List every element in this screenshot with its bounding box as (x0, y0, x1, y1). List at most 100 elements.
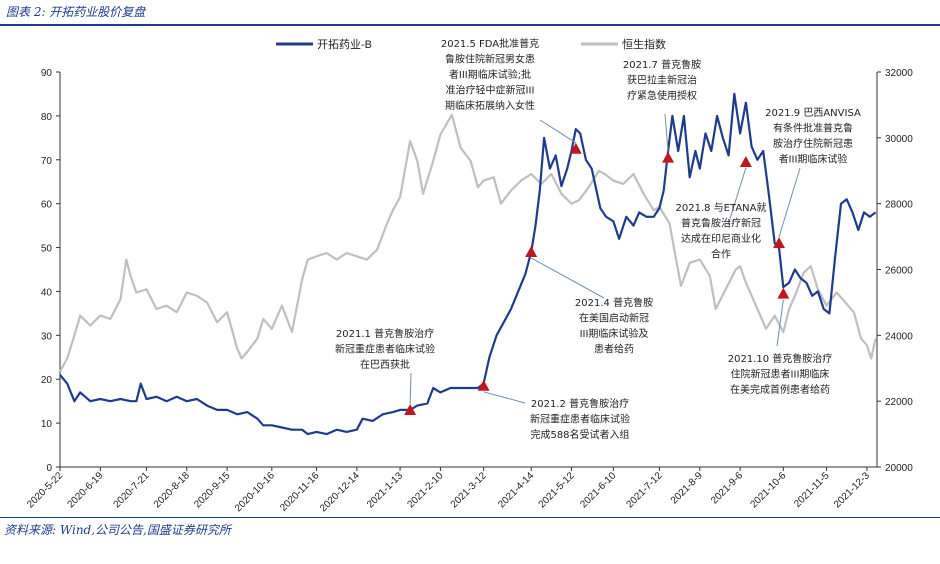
x-tick-label: 2021-3-12 (449, 470, 489, 510)
right-tick-label: 20000 (885, 463, 913, 474)
series-hsi (59, 113, 877, 373)
annotation-line: 者III期临床试验;批 (449, 68, 531, 81)
annotation-line: 2021.10 普克鲁胺治疗 (728, 352, 833, 365)
event-marker (477, 379, 490, 391)
annotation-line: 患者给药 (594, 343, 634, 356)
annotation-line: 2021.7 普克鲁胺 (623, 58, 701, 71)
annotation-line: 2021.1 普克鲁胺治疗 (336, 327, 434, 340)
event-marker (739, 155, 752, 167)
annotation-line: III期临床试验及 (580, 327, 649, 340)
annotation-line: 准治疗轻中症新冠III (446, 84, 535, 97)
x-tick-label: 2020-9-15 (192, 470, 232, 510)
x-tick-label: 2021-7-12 (625, 470, 665, 510)
annotation-line: 合作 (711, 248, 731, 261)
event-marker (404, 403, 417, 415)
annotation-line: 期临床拓展纳入女性 (445, 99, 535, 112)
legend-label-hsi: 恒生指数 (622, 37, 666, 51)
right-tick-label: 30000 (885, 134, 913, 145)
right-tick-label: 26000 (885, 266, 913, 277)
x-tick-label: 2021-12-3 (832, 470, 872, 510)
left-tick-label: 20 (41, 375, 53, 386)
left-tick-label: 70 (41, 156, 53, 167)
annotation-line: 新冠重症患者临床试验 (530, 413, 630, 426)
annotation-line: 2021.2 普克鲁胺治疗 (531, 397, 629, 410)
x-tick-label: 2021-6-10 (578, 470, 618, 510)
annotation-text: 2021.4 普克鲁胺在美国启动新冠 III期临床试验及患者给药 (575, 296, 653, 356)
x-tick-label: 2020-5-22 (25, 470, 65, 510)
left-tick-label: 0 (46, 463, 52, 474)
event-markers (404, 142, 790, 415)
right-tick-label: 32000 (885, 68, 913, 79)
source-note: 资料来源: Wind,公司公告,国盛证券研究所 (4, 523, 231, 537)
chart: 0 10 20 30 40 50 60 70 80 90 20000 22000 24000 26000 2… (25, 37, 913, 514)
annotation-line: 达成在印尼商业化 (681, 232, 761, 245)
annotation-line: 在巴西获批 (360, 358, 410, 371)
annotation-text: 2021.8 与ETANA就普克鲁胺治疗新冠达成在印尼商业化合作 (676, 201, 767, 261)
annotation-line: 疗紧急使用授权 (627, 89, 697, 102)
annotation-line: 在美完成首例患者给药 (730, 383, 830, 396)
annotation-text: 2021.7 普克鲁胺获巴拉圭新冠治疗紧急使用授权 (623, 58, 701, 102)
footer-rule (0, 517, 940, 518)
annotation-text: 2021.2 普克鲁胺治疗新冠重症患者临床试验完成588名受试者入组 (530, 397, 630, 441)
annotation-line: 新冠重症患者临床试验 (335, 343, 435, 356)
annotation-arrow (727, 167, 747, 226)
legend-label-stock: 开拓药业-B (317, 37, 372, 51)
axes: 0 10 20 30 40 50 60 70 80 90 20000 22000 24000 26000 2… (25, 68, 913, 514)
x-tick-label: 2021-5-12 (537, 470, 577, 510)
x-tick-label: 2020-8-18 (152, 470, 192, 510)
annotation-text: 2021.9 巴西ANVISA 有条件批准普克鲁胺治疗住院新冠患者III期临床试验 (765, 107, 861, 166)
annotation-text: 2021.5 FDA批准普克鲁胺住院新冠男女患者III期临床试验;批准治疗轻中症… (441, 37, 539, 112)
x-tick-label: 2021-10-6 (748, 470, 788, 510)
annotation-line: 普克鲁胺治疗新冠 (681, 217, 761, 230)
annotation-text: 2021.10 普克鲁胺治疗住院新冠患者III期临床在美完成首例患者给药 (728, 352, 833, 396)
x-tick-label: 2020-11-16 (278, 470, 322, 514)
annotation-line: 2021.5 FDA批准普克 (441, 37, 539, 50)
annotation-line: 完成588名受试者入组 (530, 428, 629, 441)
event-marker (525, 245, 538, 257)
annotation-line: 住院新冠患者III期临床 (731, 368, 830, 381)
x-tick-label: 2021-1-13 (365, 470, 405, 510)
annotation-line: 者III期临床试验 (779, 153, 848, 166)
annotation-arrow (778, 167, 801, 238)
hsi-line (59, 113, 877, 373)
left-tick-label: 80 (41, 112, 53, 123)
left-tick-label: 30 (41, 331, 53, 342)
left-tick-label: 40 (41, 287, 53, 298)
right-tick-label: 22000 (885, 397, 913, 408)
left-tick-label: 90 (41, 68, 53, 79)
right-tick-label: 24000 (885, 331, 913, 342)
left-tick-label: 60 (41, 200, 53, 211)
x-tick-label: 2020-10-16 (233, 470, 277, 514)
event-marker (569, 142, 582, 154)
annotation-arrow (539, 119, 577, 144)
annotation-arrow (409, 372, 412, 404)
series-stock (59, 92, 877, 436)
right-tick-label: 28000 (885, 200, 913, 211)
annotation-arrow (776, 299, 784, 347)
annotation-text: 2021.1 普克鲁胺治疗新冠重症患者临床试验在巴西获批 (335, 327, 435, 371)
title-rule (0, 24, 940, 26)
left-tick-label: 50 (41, 244, 53, 255)
annotation-line: 获巴拉圭新冠治 (627, 74, 697, 87)
annotation-line: 2021.4 普克鲁胺 (575, 296, 653, 309)
x-tick-label: 2021-11-5 (792, 470, 832, 510)
x-tick-label: 2020-12-14 (318, 470, 362, 514)
event-marker (773, 237, 786, 249)
annotation-arrow (664, 113, 669, 152)
annotation-line: 鲁胺住院新冠男女患 (445, 53, 535, 66)
annotation-line: 2021.8 与ETANA就 (676, 201, 767, 214)
event-marker (662, 151, 675, 163)
x-tick-label: 2021-2-10 (406, 470, 446, 510)
legend: 开拓药业-B 恒生指数 (276, 37, 666, 51)
annotation-arrow (483, 391, 526, 404)
x-tick-label: 2021-8-9 (669, 470, 705, 506)
left-tick-label: 10 (41, 419, 53, 430)
x-tick-label: 2021-9-6 (709, 470, 745, 506)
figure-title: 图表 2: 开拓药业股价复盘 (6, 5, 146, 19)
annotation-line: 有条件批准普克鲁 (773, 122, 853, 135)
x-tick-label: 2021-4-14 (496, 470, 536, 510)
annotation-line: 胺治疗住院新冠患 (773, 137, 853, 150)
event-marker (777, 287, 790, 299)
annotation-arrow (530, 257, 605, 299)
